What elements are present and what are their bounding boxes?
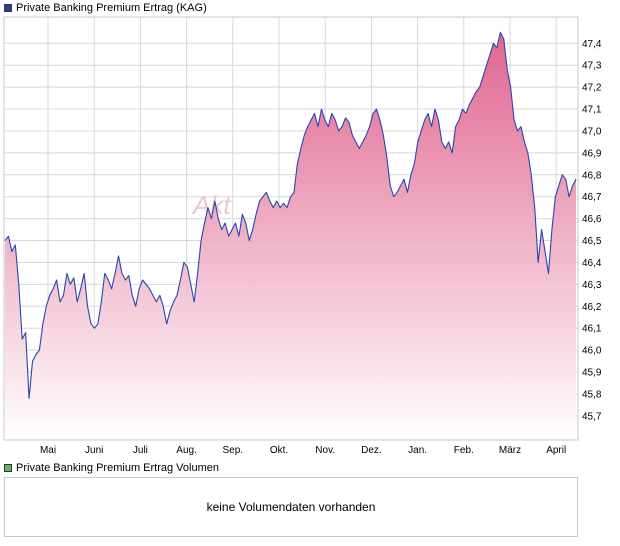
x-tick-label: Feb. bbox=[454, 445, 474, 456]
y-tick-label: 45,9 bbox=[582, 368, 602, 379]
x-tick-label: Sep. bbox=[223, 445, 244, 456]
y-tick-label: 45,7 bbox=[582, 411, 602, 422]
y-tick-label: 46,0 bbox=[582, 346, 602, 357]
y-tick-label: 45,8 bbox=[582, 389, 602, 400]
y-tick-label: 47,0 bbox=[582, 126, 602, 137]
plot-frame bbox=[3, 16, 579, 441]
y-tick-label: 46,1 bbox=[582, 324, 602, 335]
y-tick-label: 46,8 bbox=[582, 170, 602, 181]
x-tick-label: Nov. bbox=[315, 445, 335, 456]
volume-panel: keine Volumendaten vorhanden bbox=[4, 477, 578, 537]
volume-legend-label: Private Banking Premium Ertrag Volumen bbox=[16, 462, 219, 474]
y-tick-label: 46,5 bbox=[582, 236, 602, 247]
price-line bbox=[4, 31, 577, 399]
y-tick-label: 46,3 bbox=[582, 280, 602, 291]
y-tick-label: 47,1 bbox=[582, 105, 602, 116]
price-area bbox=[5, 32, 576, 441]
volume-legend-swatch bbox=[4, 464, 12, 472]
y-tick-label: 47,2 bbox=[582, 83, 602, 94]
x-tick-label: März bbox=[499, 445, 521, 456]
y-tick-label: 46,4 bbox=[582, 258, 602, 269]
y-tick-label: 46,9 bbox=[582, 148, 602, 159]
y-tick-label: 46,7 bbox=[582, 192, 602, 203]
x-tick-label: Juni bbox=[85, 445, 103, 456]
y-tick-label: 47,4 bbox=[582, 39, 602, 50]
y-tick-label: 46,2 bbox=[582, 302, 602, 313]
x-tick-label: Juli bbox=[133, 445, 148, 456]
x-tick-label: Mai bbox=[40, 445, 56, 456]
x-tick-label: Dez. bbox=[361, 445, 382, 456]
x-tick-label: Aug. bbox=[176, 445, 197, 456]
price-legend-label: Private Banking Premium Ertrag (KAG) bbox=[16, 2, 207, 14]
x-tick-label: April bbox=[546, 445, 566, 456]
price-legend: Private Banking Premium Ertrag (KAG) bbox=[4, 1, 207, 15]
x-tick-label: Jan. bbox=[408, 445, 427, 456]
volume-empty-message: keine Volumendaten vorhanden bbox=[206, 500, 376, 514]
volume-legend: Private Banking Premium Ertrag Volumen bbox=[4, 461, 219, 475]
price-legend-swatch bbox=[4, 4, 12, 12]
y-tick-label: 47,3 bbox=[582, 61, 602, 72]
x-tick-label: Okt. bbox=[270, 445, 288, 456]
y-tick-label: 46,6 bbox=[582, 214, 602, 225]
